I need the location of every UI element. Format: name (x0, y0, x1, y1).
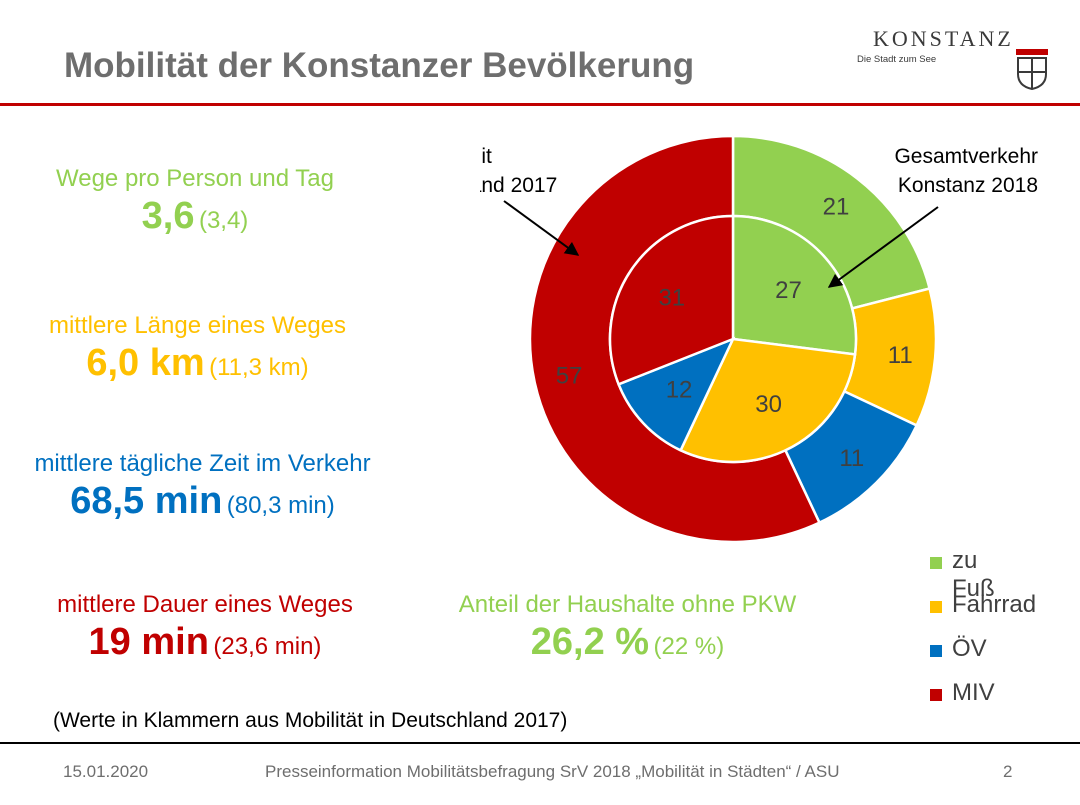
stat-mittlere-laenge: mittlere Länge eines Weges 6,0 km (11,3 … (15, 312, 380, 385)
footnote: (Werte in Klammern aus Mobilität in Deut… (53, 709, 568, 732)
footer-page-number: 2 (1003, 762, 1013, 781)
stat-label: Wege pro Person und Tag (56, 165, 334, 192)
stat-value: 26,2 % (530, 621, 650, 663)
title-divider (0, 103, 1080, 106)
annotation-konstanz-line1: Gesamtverkehr (894, 145, 1038, 168)
inner-ring-label-3: 31 (658, 284, 685, 311)
inner-ring-label-0: 27 (775, 277, 802, 304)
page-title: Mobilität der Konstanzer Bevölkerung (64, 46, 695, 85)
inner-ring-slice-1 (678, 337, 857, 464)
legend-swatch (930, 557, 942, 569)
stat-compare: (23,6 min) (213, 633, 322, 660)
stat-compare: (80,3 min) (226, 492, 335, 519)
legend-label: MIV (952, 679, 995, 706)
inner-ring-label-2: 12 (666, 377, 693, 404)
stat-dauer-eines-weges: mittlere Dauer eines Weges 19 min (23,6 … (20, 591, 390, 664)
stat-compare: (3,4) (198, 207, 249, 234)
outer-ring-label-2: 11 (839, 445, 864, 472)
stat-compare: (22 %) (653, 633, 725, 660)
footer-divider (0, 742, 1080, 744)
stat-wege-pro-tag: Wege pro Person und Tag 3,6 (3,4) (20, 165, 370, 238)
stat-label: mittlere Dauer eines Weges (57, 591, 353, 618)
legend-swatch (930, 601, 942, 613)
annotation-konstanz-line2: Konstanz 2018 (898, 174, 1038, 197)
annotation-germany-arrow (503, 200, 580, 256)
footer-date: 15.01.2020 (63, 762, 149, 781)
inner-ring-slice-2 (617, 336, 736, 452)
outer-ring-label-1: 11 (888, 342, 913, 369)
stat-value: 68,5 min (70, 480, 223, 522)
stat-label: mittlere Länge eines Weges (48, 312, 347, 339)
legend-swatch (930, 689, 942, 701)
inner-ring-slice-3 (608, 214, 735, 386)
logo-tagline: Die Stadt zum See (857, 54, 937, 65)
logo-name: KONSTANZ (873, 26, 1014, 51)
annotation-germany-line1: Modal Split (480, 145, 492, 168)
annotation-germany-line2: Deutschland 2017 (480, 174, 557, 197)
stat-zeit-im-verkehr: mittlere tägliche Zeit im Verkehr 68,5 m… (5, 450, 400, 523)
inner-ring-slice-0 (731, 214, 858, 356)
donut-chart: 21 11 11 57 27 30 12 31 Modal Split Deutschland… (388, 125, 1080, 555)
slice-labels: 21 11 11 57 27 30 12 31 (556, 193, 913, 472)
inner-ring (608, 214, 858, 464)
legend-swatch (930, 645, 942, 657)
annotation-konstanz-arrow (827, 206, 939, 288)
coat-of-arms-icon (1016, 49, 1048, 90)
legend-label: ÖV (952, 635, 987, 662)
stat-label: mittlere tägliche Zeit im Verkehr (34, 450, 371, 477)
stat-value: 6,0 km (86, 342, 205, 384)
stat-haushalte-ohne-pkw: Anteil der Haushalte ohne PKW 26,2 % (22… (420, 591, 835, 664)
legend-label: Fahrrad (952, 591, 1037, 618)
stat-label: Anteil der Haushalte ohne PKW (458, 591, 797, 618)
stat-compare: (11,3 km) (209, 354, 309, 381)
stat-value: 3,6 (141, 195, 195, 237)
legend-label: zu Fuß (952, 547, 995, 602)
outer-ring-label-3: 57 (556, 363, 583, 390)
stat-value: 19 min (88, 621, 209, 663)
outer-ring-label-0: 21 (823, 193, 850, 220)
footer-title: Presseinformation Mobilitätsbefragung Sr… (265, 762, 840, 781)
inner-ring-label-1: 30 (755, 391, 782, 418)
